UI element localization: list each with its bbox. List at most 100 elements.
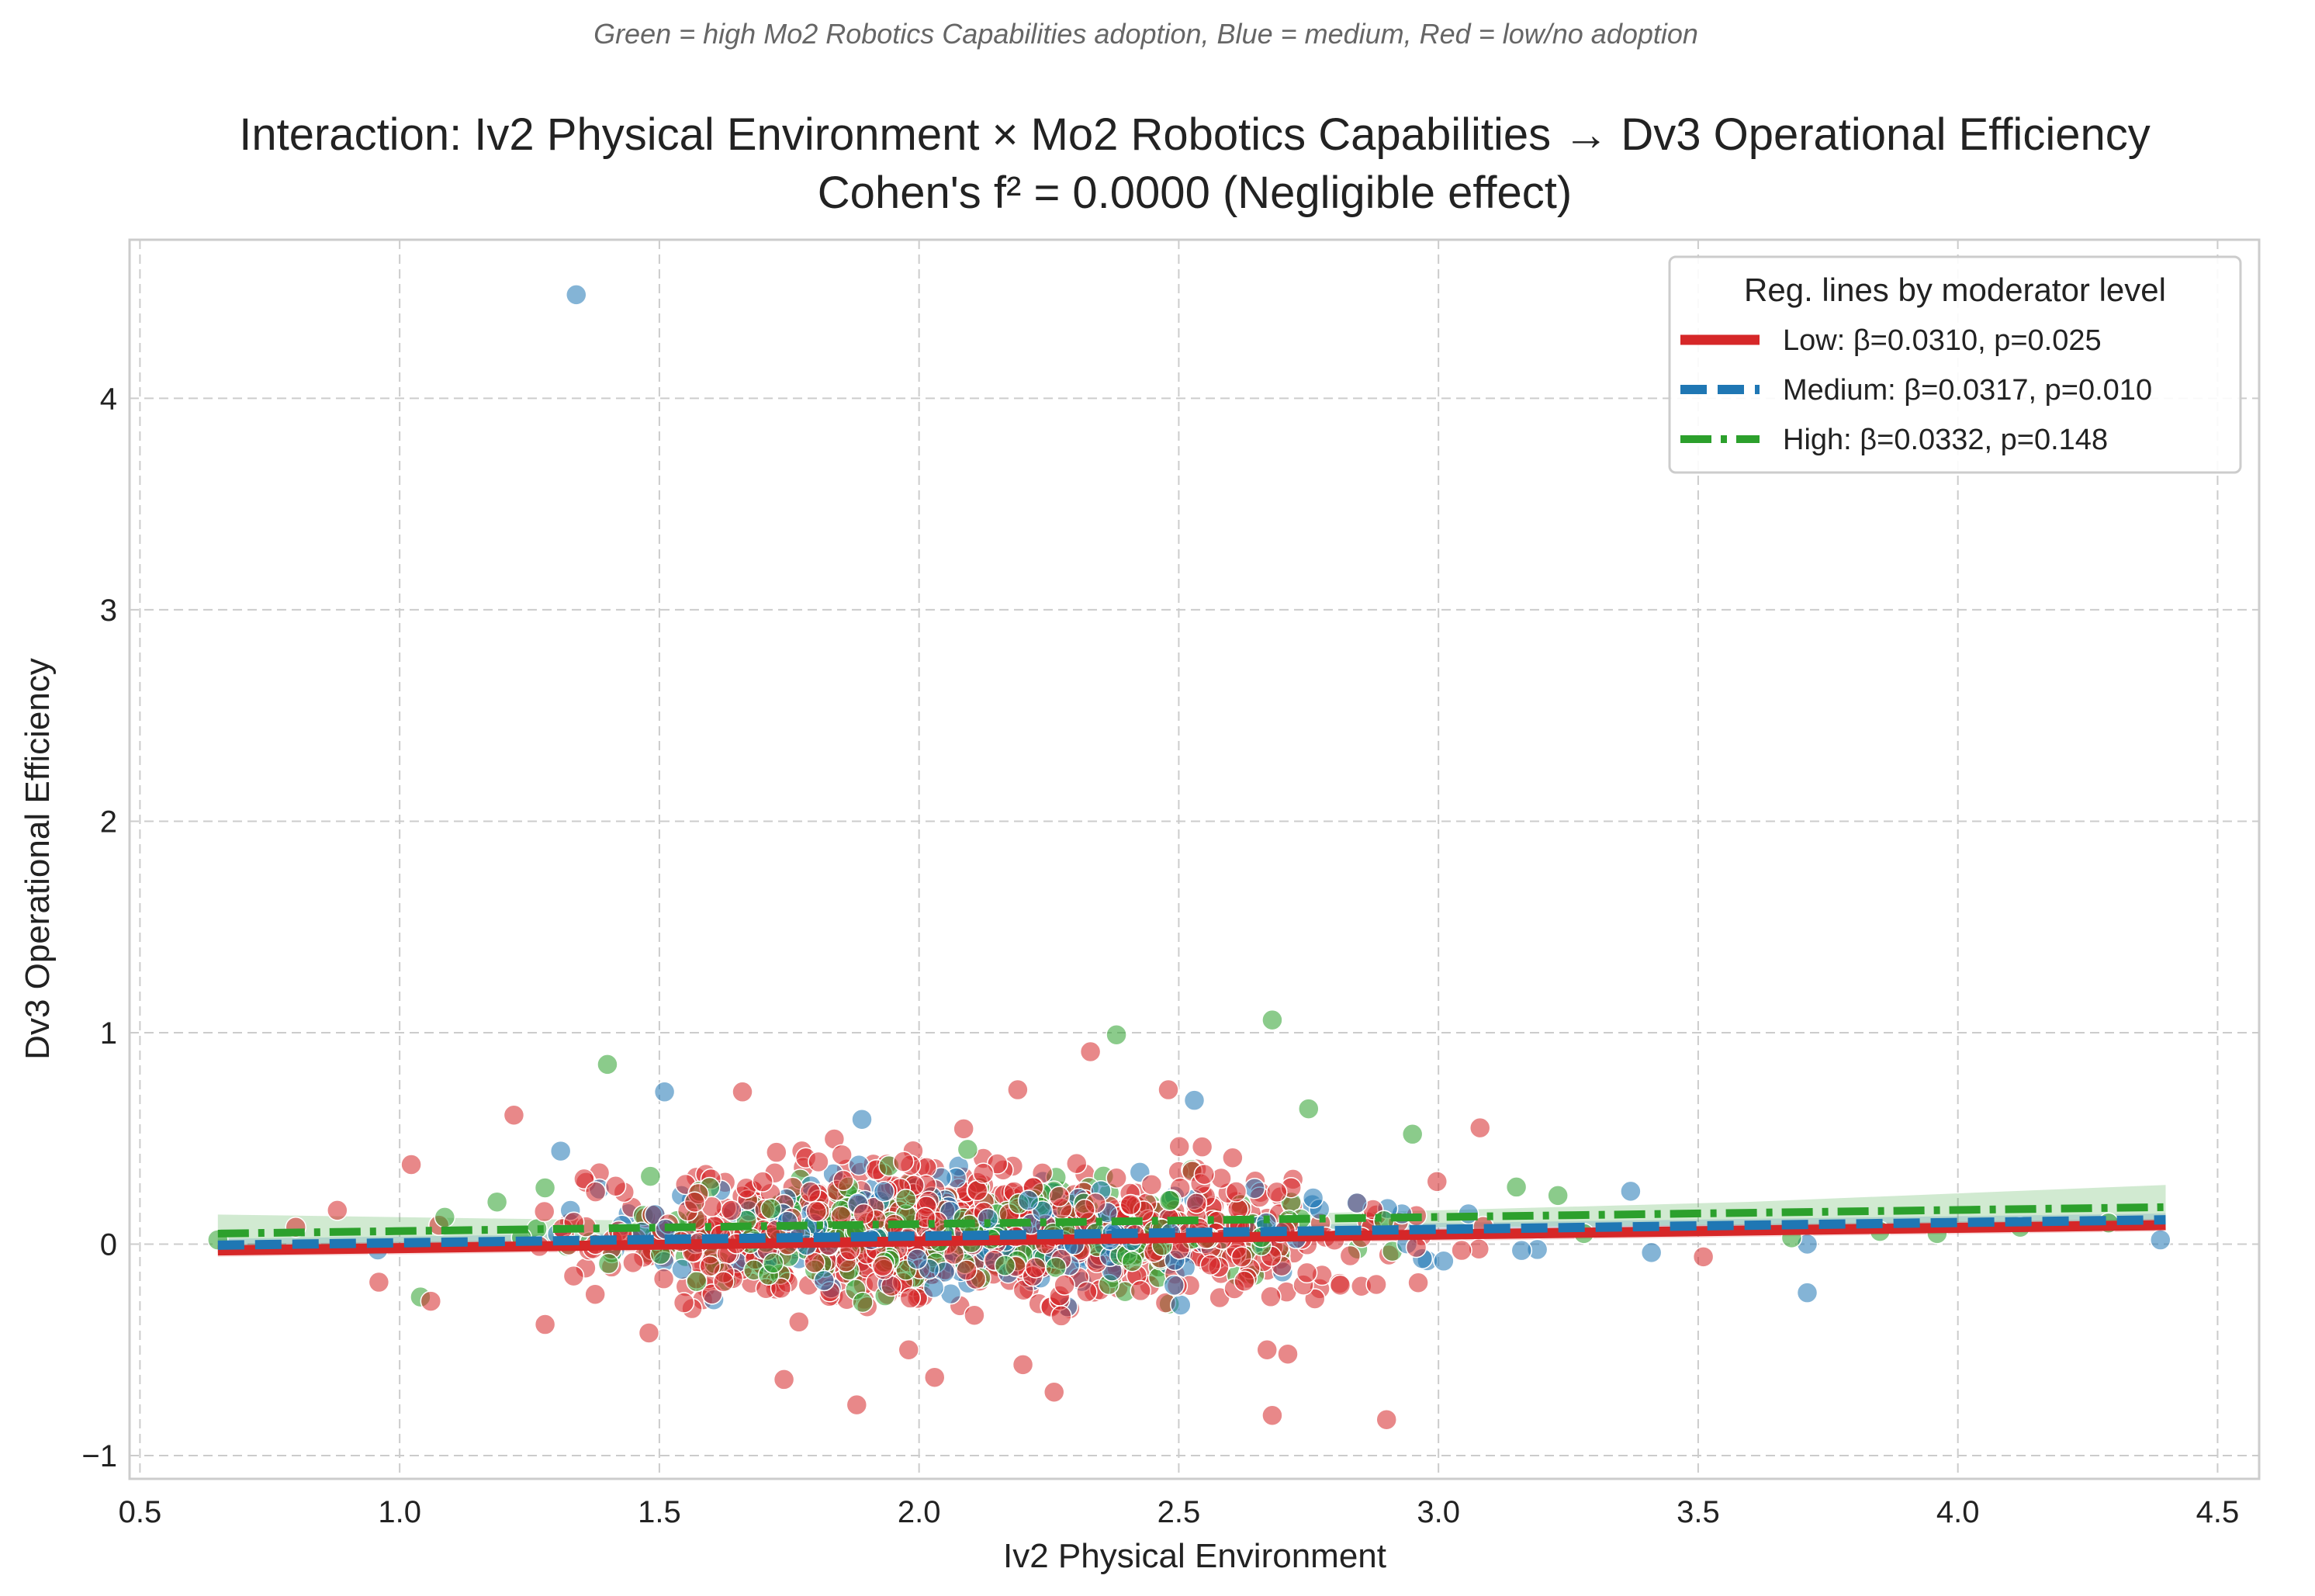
scatter-point-low (1106, 1167, 1127, 1189)
scatter-point-low (1007, 1078, 1029, 1101)
scatter-point-low (1260, 1286, 1282, 1308)
scatter-point-high (597, 1054, 618, 1075)
scatter-point-low (804, 1252, 825, 1274)
scatter-point-low (953, 1118, 974, 1140)
x-tick-label: 0.5 (119, 1495, 162, 1529)
y-tick-label: 0 (100, 1227, 117, 1262)
scatter-point-low (1185, 1193, 1208, 1214)
scatter-point-low (1191, 1136, 1213, 1158)
scatter-point-low (721, 1200, 742, 1221)
legend-entry-medium: Medium: β=0.0317, p=0.010 (1783, 374, 2152, 407)
scatter-point-medium (1510, 1239, 1533, 1262)
y-tick-label: 3 (100, 594, 117, 628)
scatter-point-low (1376, 1408, 1397, 1431)
scatter-point-low (327, 1200, 348, 1221)
scatter-point-high (534, 1177, 556, 1199)
scatter-point-low (1130, 1279, 1152, 1302)
scatter-point-high (895, 1189, 917, 1210)
scatter-point-low (964, 1304, 985, 1326)
scatter-point-low (1054, 1274, 1075, 1296)
scatter-point-medium (1302, 1187, 1324, 1209)
x-tick-label: 1.5 (638, 1495, 681, 1529)
scatter-point-low (1405, 1236, 1427, 1258)
scatter-point-low (1168, 1136, 1190, 1158)
regression-line-high (217, 1203, 2166, 1238)
scatter-point-low (368, 1271, 390, 1293)
scatter-point-medium (566, 284, 587, 306)
scatter-point-medium (549, 1140, 572, 1162)
scatter-point-low (420, 1290, 442, 1312)
scatter-point-low (1261, 1404, 1283, 1426)
scatter-point-low (805, 1200, 827, 1223)
scatter-point-low (683, 1191, 706, 1213)
scatter-point-medium (1433, 1250, 1455, 1272)
scatter-point-low (892, 1151, 915, 1172)
scatter-point-high (1121, 1250, 1144, 1272)
x-tick-label: 2.0 (898, 1495, 941, 1529)
scatter-point-low (1225, 1181, 1247, 1203)
scatter-point-low (1266, 1181, 1288, 1203)
scatter-point-low (1140, 1174, 1163, 1196)
chart-title-line-1: Interaction: Iv2 Physical Environment × … (239, 109, 2150, 160)
scatter-point-low (1256, 1339, 1278, 1361)
scatter-point-high (1298, 1098, 1320, 1120)
scatter-point-low (1193, 1163, 1216, 1186)
scatter-point-medium (977, 1207, 999, 1230)
x-tick-label: 4.0 (1936, 1495, 1980, 1529)
scatter-point-low (923, 1366, 946, 1388)
scatter-point-low (1012, 1354, 1034, 1376)
scatter-point-low (713, 1271, 735, 1293)
scatter-point-medium (922, 1276, 945, 1299)
y-axis-label: Dv3 Operational Efficiency (19, 658, 57, 1060)
scatter-point-medium (2150, 1229, 2171, 1251)
scatter-point-high (486, 1191, 508, 1213)
scatter-point-high (1401, 1123, 1424, 1145)
regression-line-low (217, 1220, 2166, 1256)
scatter-point-low (1222, 1147, 1244, 1169)
chart-title-line-2: Cohen's f² = 0.0000 (Negligible effect) (818, 168, 1572, 218)
scatter-point-low (604, 1175, 627, 1197)
scatter-point-low (638, 1322, 660, 1344)
x-axis-ticks: 0.5 1.0 1.5 2.0 2.5 3.0 3.5 4.0 4.5 (119, 1495, 2240, 1529)
x-tick-label: 3.5 (1677, 1495, 1720, 1529)
scatter-point-high (434, 1207, 456, 1228)
scatter-point-low (1066, 1152, 1088, 1175)
scatter-point-low (1199, 1254, 1222, 1276)
x-tick-label: 2.5 (1158, 1495, 1201, 1529)
scatter-point-medium (1170, 1294, 1192, 1316)
scatter-point-low (1339, 1245, 1362, 1267)
scatter-point-low (1048, 1186, 1071, 1207)
scatter-point-low (831, 1144, 853, 1166)
x-tick-label: 3.0 (1417, 1495, 1460, 1529)
scatter-point-low (1074, 1199, 1095, 1220)
scatter-point-low (853, 1203, 875, 1225)
scatter-point-low (1426, 1171, 1448, 1193)
scatter-point-low (1158, 1078, 1179, 1101)
scatter-point-low (846, 1393, 868, 1416)
scatter-point-low (1119, 1193, 1142, 1216)
scatter-point-high (686, 1270, 708, 1293)
scatter-point-low (1451, 1239, 1472, 1262)
x-tick-label: 1.0 (378, 1495, 421, 1529)
scatter-point-high (760, 1198, 782, 1220)
scatter-point-low (1365, 1273, 1387, 1296)
scatter-point-low (534, 1314, 556, 1335)
scatter-point-low (1469, 1117, 1491, 1139)
regression-lines (217, 1203, 2166, 1256)
scatter-point-high (1505, 1176, 1528, 1198)
legend: Reg. lines by moderator level Low: β=0.0… (1668, 255, 2242, 474)
scatter-point-high (763, 1252, 784, 1274)
y-tick-label: 4 (100, 382, 117, 416)
scatter-point-low (1329, 1274, 1351, 1297)
scatter-point-high (639, 1165, 662, 1187)
scatter-point-high (1106, 1023, 1127, 1046)
regression-line-medium (217, 1215, 2166, 1250)
scatter-point-high (1158, 1189, 1181, 1211)
scatter-point-medium (1163, 1274, 1185, 1297)
scatter-point-low (1234, 1270, 1255, 1293)
y-axis-ticks: −1 0 1 2 3 4 (81, 382, 117, 1473)
chart-suptitle: Green = high Mo2 Robotics Capabilities a… (593, 18, 1698, 50)
scatter-point-medium (873, 1181, 895, 1203)
scatter-point-low (799, 1181, 822, 1203)
